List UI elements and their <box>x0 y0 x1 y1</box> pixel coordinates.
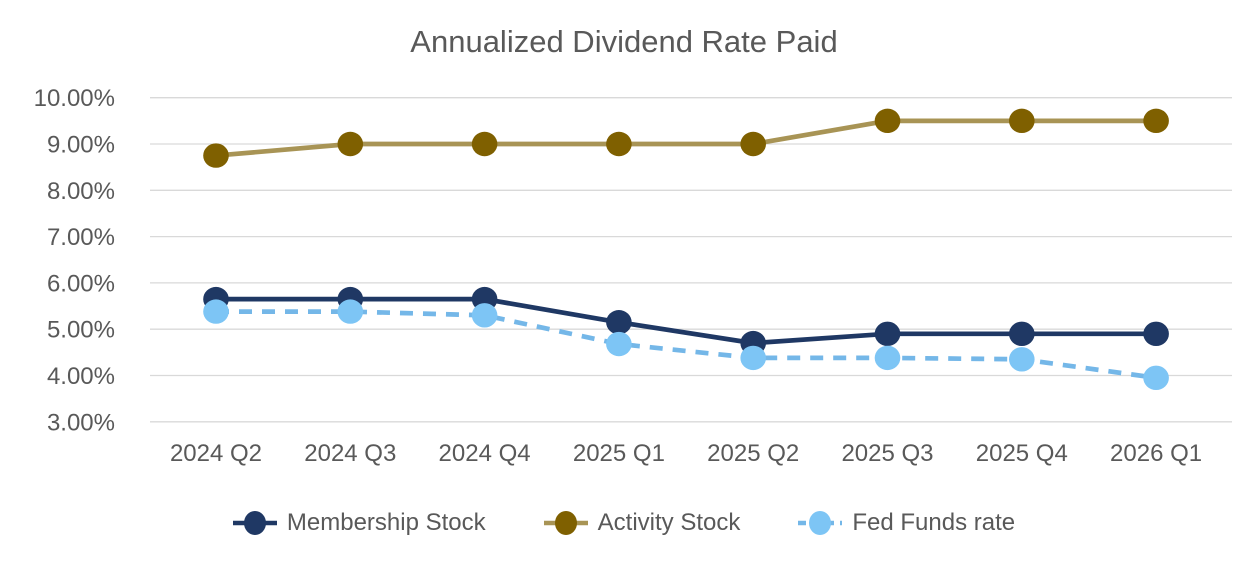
legend-label: Activity Stock <box>597 509 741 536</box>
legend-marker-dot <box>554 511 577 535</box>
x-axis-tick-label: 2025 Q3 <box>841 440 933 467</box>
series-line <box>216 309 1157 381</box>
y-axis-tick-label: 3.00% <box>47 409 115 436</box>
y-axis-tick-label: 8.00% <box>47 178 115 205</box>
x-axis-tick-label: 2024 Q4 <box>439 440 531 467</box>
data-point-marker <box>337 131 364 157</box>
legend-label: Fed Funds rate <box>852 509 1016 536</box>
data-point-marker <box>740 345 766 371</box>
legend-marker-fed-funds-rate <box>798 511 843 535</box>
data-point-marker <box>1009 347 1035 372</box>
legend-item-fed-funds-rate: Fed Funds rate <box>798 508 1015 538</box>
legend-label: Membership Stock <box>286 509 486 536</box>
legend-item-membership-stock: Membership Stock <box>232 508 486 538</box>
legend-item-activity-stock: Activity Stock <box>543 508 741 538</box>
series-line <box>215 118 1157 158</box>
y-axis-tick-label: 10.00% <box>34 85 115 112</box>
data-point-marker <box>471 303 498 328</box>
data-point-marker <box>740 131 766 157</box>
data-point-marker <box>874 108 901 134</box>
x-axis-tick-label: 2025 Q4 <box>976 440 1068 467</box>
data-point-marker <box>471 131 498 157</box>
y-axis-tick-label: 4.00% <box>47 363 115 390</box>
series-fed-funds-rate <box>203 299 1169 391</box>
data-point-marker <box>1143 108 1169 134</box>
chart-title: Annualized Dividend Rate Paid <box>410 24 838 59</box>
series-line <box>216 296 1157 346</box>
data-point-marker <box>606 310 632 335</box>
legend-marker-membership-stock <box>232 511 277 535</box>
x-axis-tick-label: 2025 Q2 <box>707 440 799 467</box>
x-axis-tick-label: 2024 Q3 <box>304 440 396 467</box>
data-point-marker <box>874 321 901 347</box>
y-axis-tick-label: 7.00% <box>47 224 115 251</box>
data-point-marker <box>1143 365 1169 391</box>
data-point-marker <box>606 131 632 157</box>
data-point-marker <box>203 299 229 324</box>
data-point-marker <box>1009 108 1035 134</box>
chart-legend: Membership Stock Activity Stock Fed Funds … <box>0 506 1248 540</box>
legend-marker-dot <box>243 511 266 535</box>
data-point-marker <box>337 299 364 324</box>
y-axis-tick-label: 9.00% <box>47 132 115 159</box>
series-activity-stock <box>203 108 1169 168</box>
data-point-marker <box>874 345 901 371</box>
legend-marker-dot <box>809 511 832 535</box>
x-axis-tick-label: 2024 Q2 <box>170 440 262 467</box>
data-point-marker <box>203 143 229 168</box>
y-axis-tick-label: 5.00% <box>47 317 115 344</box>
data-point-marker <box>1143 321 1169 347</box>
data-point-marker <box>1009 321 1035 347</box>
data-point-marker <box>606 331 632 357</box>
x-axis-tick-label: 2025 Q1 <box>573 440 665 467</box>
y-axis-tick-label: 6.00% <box>47 270 115 297</box>
x-axis-tick-label: 2026 Q1 <box>1110 440 1202 467</box>
legend-marker-activity-stock <box>543 511 588 535</box>
